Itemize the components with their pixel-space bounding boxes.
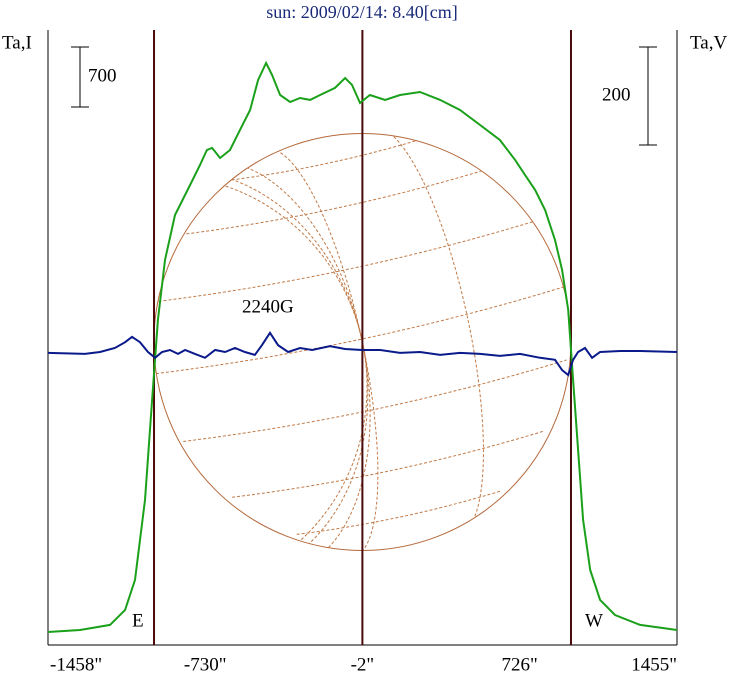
parallel — [153, 220, 537, 303]
i-scale-bar-label: 700 — [88, 65, 117, 86]
heliographic-grid — [121, 94, 610, 589]
y2-axis-label: Ta,V — [690, 32, 727, 53]
meridian — [151, 170, 369, 582]
x-tick-label: 726" — [501, 654, 537, 675]
series-line — [47, 330, 678, 377]
parallel — [155, 286, 564, 375]
y-axis-label: Ta,I — [2, 32, 32, 53]
x-tick-label: 1455" — [631, 654, 677, 675]
meridian — [435, 111, 605, 522]
west-label: W — [585, 610, 603, 631]
east-label: E — [132, 610, 144, 631]
parallel — [221, 137, 426, 182]
series-line — [47, 60, 678, 633]
parallel — [232, 430, 545, 498]
x-tick-label: -1458" — [50, 654, 102, 675]
x-tick-label: -2" — [351, 654, 375, 675]
meridian — [266, 148, 379, 558]
parallel — [183, 359, 567, 442]
parallel — [176, 168, 489, 236]
meridian — [485, 99, 610, 511]
chart-title: sun: 2009/02/14: 8.40[cm] — [266, 2, 458, 22]
annotation: 2240G — [242, 296, 294, 317]
parallel — [296, 490, 501, 535]
v-scale-bar-label: 200 — [602, 84, 631, 105]
meridian — [371, 126, 484, 536]
x-tick-label: -730" — [184, 654, 227, 675]
meridian — [201, 160, 371, 572]
